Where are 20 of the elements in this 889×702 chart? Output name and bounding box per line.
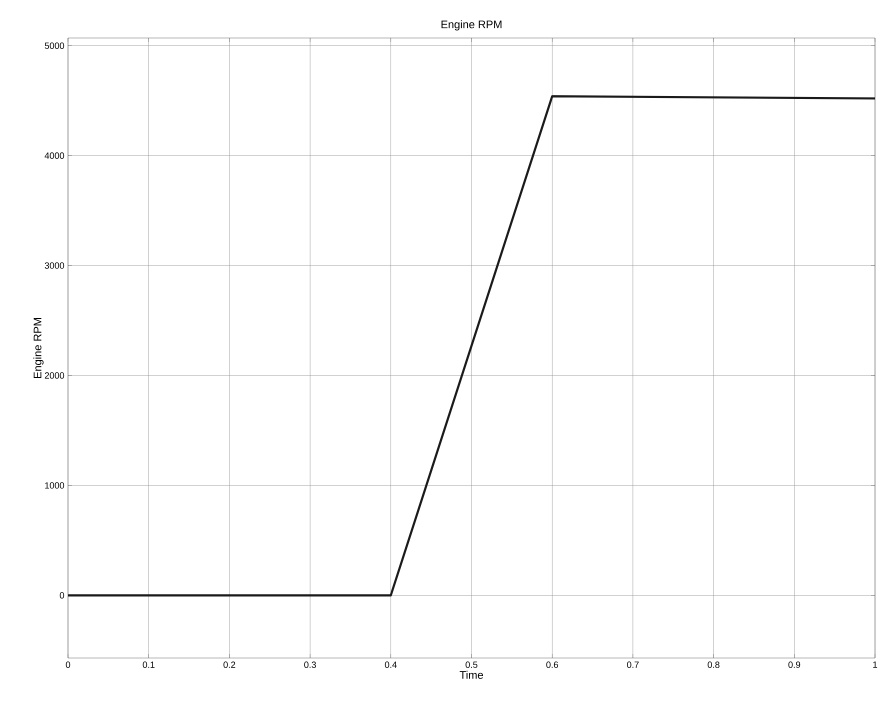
x-tick-label: 0.7	[626, 662, 639, 668]
x-tick-label: 0.2	[223, 662, 236, 668]
x-tick-label: 0	[66, 662, 70, 668]
x-tick-label: 1	[873, 662, 878, 668]
x-tick-label: 0.6	[546, 662, 558, 668]
y-tick-label: 3000	[44, 262, 64, 269]
x-tick-label: 0.9	[788, 662, 800, 668]
x-tick-label: 0.8	[708, 662, 720, 668]
x-tick-label: 0.3	[304, 662, 316, 668]
x-axis-title: Time	[460, 670, 484, 679]
chart-title: Engine RPM	[442, 20, 502, 30]
x-tick-label: 0.1	[142, 662, 155, 668]
x-tick-label: 0.5	[466, 662, 478, 668]
x-tick-label: 0.4	[384, 662, 397, 668]
y-tick-label: 5000	[44, 42, 64, 49]
y-tick-label: 2000	[44, 372, 64, 379]
y-tick-label: 4000	[44, 152, 64, 159]
y-tick-label: 0	[60, 592, 64, 599]
y-axis-title: Engine RPM	[33, 318, 44, 378]
y-tick-label: 1000	[45, 482, 64, 489]
